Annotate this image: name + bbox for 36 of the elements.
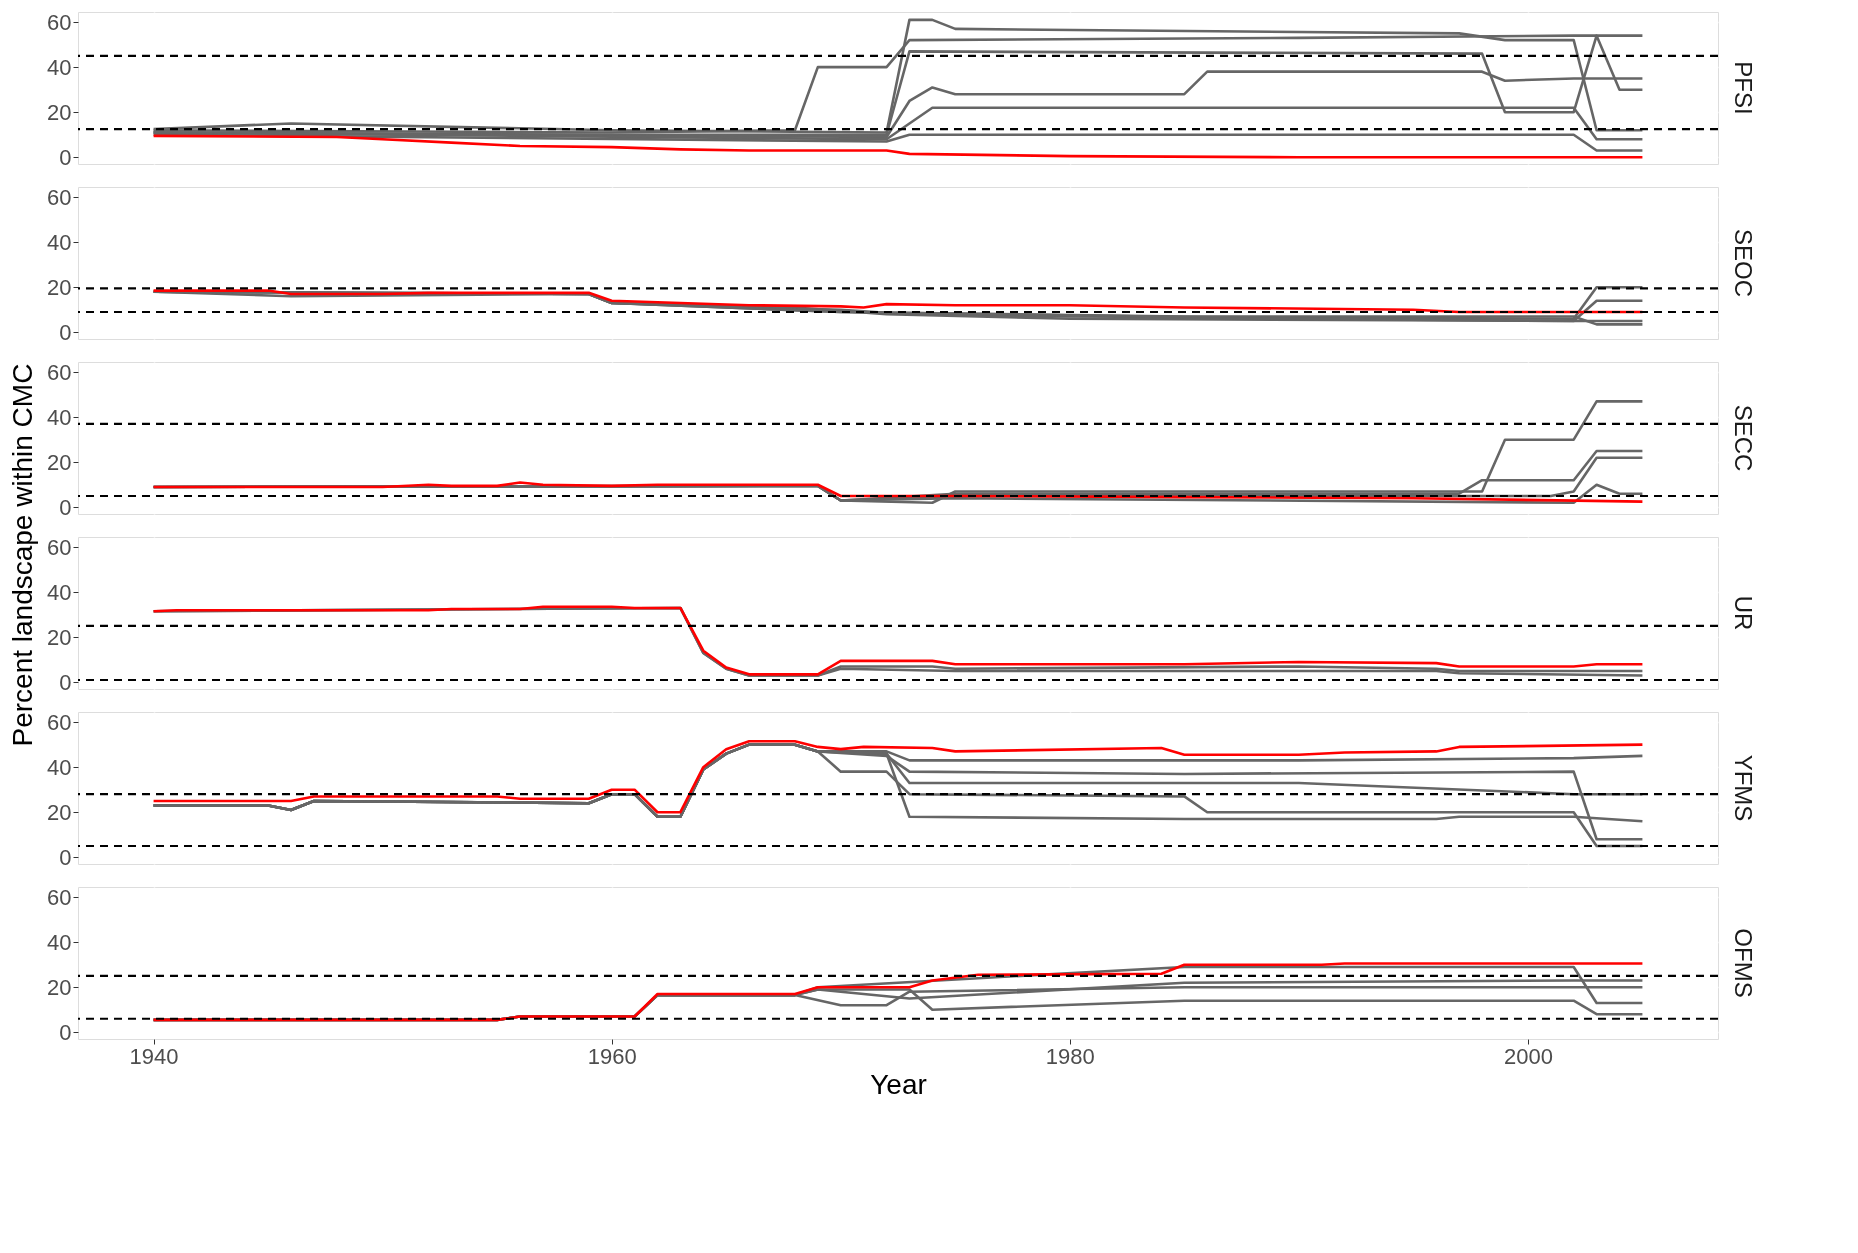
y-tick-label: 60 [47,709,72,735]
text: SEOC [1730,228,1757,298]
y-tick-label: 0 [59,319,72,345]
y-tick-label: 20 [47,799,72,825]
y-tick-label: 20 [47,624,72,650]
y-tick-label: 60 [47,359,72,385]
y-tick-label: 0 [59,844,72,870]
y-tick-label: 0 [59,144,72,170]
text: UR [1730,595,1757,631]
y-tick-label: 40 [47,404,72,430]
y-tick-label: 20 [47,274,72,300]
x-tick-label: 1940 [129,1043,179,1069]
y-tick-label: 0 [59,494,72,520]
y-tick-label: 40 [47,754,72,780]
text: YFMS [1730,754,1757,822]
x-tick-label: 1960 [587,1043,637,1069]
y-tick-label: 60 [47,9,72,35]
y-tick-label: 20 [47,974,72,1000]
y-tick-label: 60 [47,534,72,560]
text: SECC [1730,404,1757,472]
y-tick-label: 20 [47,449,72,475]
text: OFMS [1730,928,1757,998]
x-tick-label: 2000 [1503,1043,1553,1069]
y-axis-title: Percent landscape within CMC [7,363,39,747]
y-tick-label: 60 [47,884,72,910]
y-tick-label: 40 [47,229,72,255]
y-tick-label: 40 [47,54,72,80]
text: PFSI [1730,61,1757,115]
x-tick-label: 1980 [1045,1043,1095,1069]
y-tick-label: 40 [47,929,72,955]
y-tick-label: 60 [47,184,72,210]
y-tick-label: 20 [47,99,72,125]
y-tick-label: 0 [59,1019,72,1045]
x-axis-title: Year [870,1068,927,1100]
y-tick-label: 0 [59,669,72,695]
y-tick-label: 40 [47,579,72,605]
